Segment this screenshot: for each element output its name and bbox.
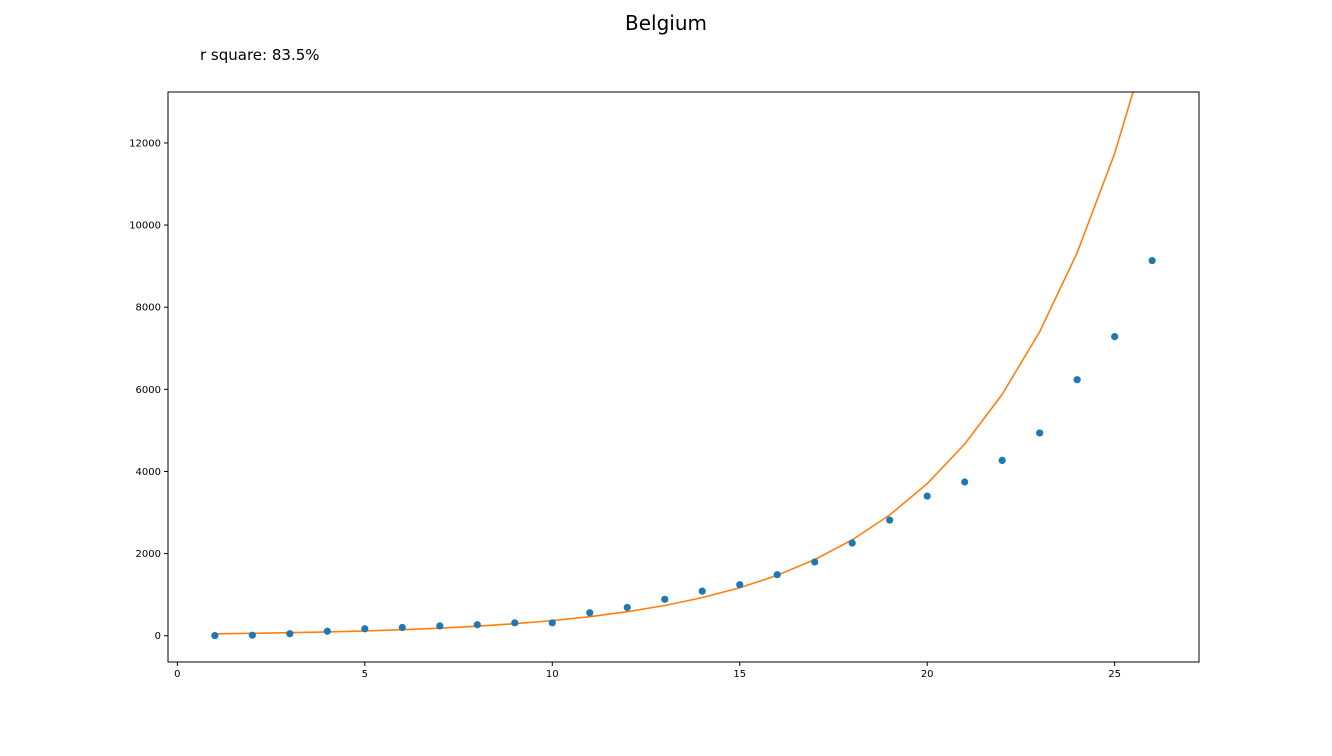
data-point xyxy=(436,622,444,630)
y-tick-label: 6000 xyxy=(136,385,161,396)
data-point xyxy=(1148,257,1156,265)
x-tick-label: 15 xyxy=(733,669,746,680)
data-point xyxy=(211,632,219,640)
data-point xyxy=(248,631,256,639)
data-point xyxy=(848,539,856,547)
data-point xyxy=(473,621,481,629)
data-point xyxy=(998,456,1006,465)
data-point xyxy=(623,603,631,612)
chart-title: Belgium xyxy=(625,11,707,35)
y-tick-label: 12000 xyxy=(129,138,161,149)
data-point xyxy=(548,619,556,627)
data-point xyxy=(773,571,781,579)
data-point xyxy=(398,623,406,632)
data-point xyxy=(286,630,294,638)
y-tick-label: 0 xyxy=(155,631,161,642)
y-tick-label: 4000 xyxy=(136,467,161,478)
y-axis: 0 2000 4000 6000 8000 10000 12000 xyxy=(129,138,168,642)
r-square-annotation: r square: 83.5% xyxy=(200,46,320,64)
x-tick-label: 5 xyxy=(362,669,368,680)
data-point xyxy=(1073,376,1081,384)
series-layer xyxy=(211,92,1156,640)
data-point xyxy=(736,581,744,589)
data-point xyxy=(1036,429,1044,437)
data-point xyxy=(323,627,331,635)
data-point xyxy=(886,516,894,524)
plot-frame xyxy=(167,91,1200,663)
data-point xyxy=(511,619,519,627)
data-point xyxy=(1111,332,1119,341)
x-tick-label: 25 xyxy=(1108,669,1121,680)
y-tick-label: 10000 xyxy=(129,221,161,232)
y-tick-label: 8000 xyxy=(136,303,161,314)
x-tick-label: 20 xyxy=(921,669,934,680)
x-tick-label: 10 xyxy=(546,669,559,680)
data-point xyxy=(961,478,969,486)
x-tick-label: 0 xyxy=(174,669,180,680)
data-point xyxy=(811,558,819,566)
data-point xyxy=(698,587,706,595)
data-point xyxy=(361,625,369,633)
data-point xyxy=(923,492,931,500)
x-axis: 0 5 10 15 20 25 xyxy=(174,662,1121,680)
data-point xyxy=(661,595,669,603)
fit-line xyxy=(214,92,1134,635)
data-point xyxy=(586,609,594,617)
y-tick-label: 2000 xyxy=(136,549,161,560)
